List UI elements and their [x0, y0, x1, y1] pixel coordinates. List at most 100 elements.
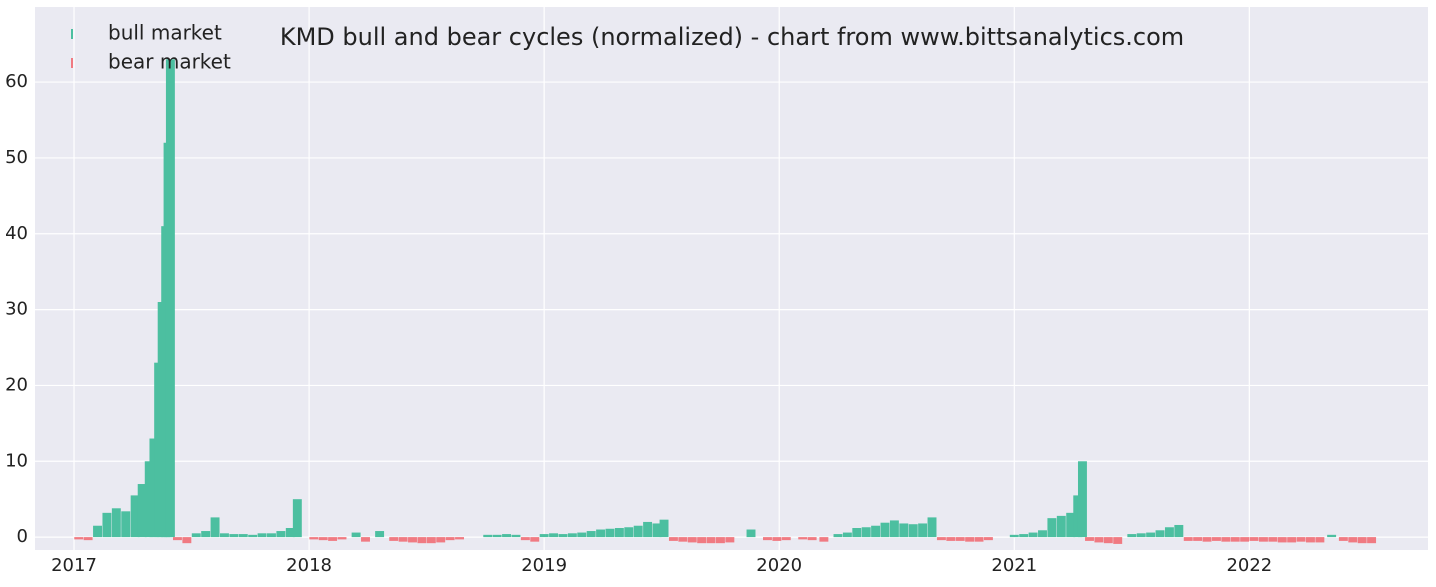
bar — [697, 537, 707, 544]
bar — [974, 537, 984, 542]
bar — [182, 537, 192, 544]
bar — [819, 537, 829, 542]
bar — [880, 522, 890, 538]
bar — [351, 532, 361, 538]
bar — [276, 531, 286, 538]
bar — [267, 533, 276, 538]
bar — [219, 533, 229, 538]
bar — [1193, 537, 1203, 541]
bar — [842, 532, 852, 538]
bar — [389, 537, 399, 541]
bar — [1327, 534, 1337, 538]
bar — [586, 531, 596, 538]
bar — [807, 537, 817, 541]
bar — [238, 534, 248, 538]
bar — [746, 529, 756, 538]
bar — [93, 525, 102, 538]
bar — [1146, 532, 1156, 538]
bar — [1136, 533, 1146, 538]
bar — [1103, 537, 1113, 544]
bar — [520, 537, 530, 541]
bar — [1249, 537, 1259, 541]
x-tick-label: 2022 — [1226, 555, 1272, 576]
bar — [1240, 537, 1250, 542]
bar — [1077, 461, 1087, 538]
y-tick-label: 20 — [5, 374, 28, 395]
chart-title: KMD bull and bear cycles (normalized) - … — [280, 23, 1184, 51]
bar — [361, 537, 370, 542]
bar — [889, 520, 899, 538]
legend: bull market bear market — [71, 21, 231, 74]
bar — [149, 438, 159, 538]
bar — [927, 517, 937, 538]
y-tick-label: 0 — [17, 526, 28, 547]
bar — [577, 532, 587, 538]
bar — [130, 495, 140, 538]
bar — [983, 537, 993, 541]
bar — [511, 534, 521, 538]
bar — [1183, 537, 1193, 541]
bar — [633, 525, 643, 538]
x-tick-label: 2021 — [991, 555, 1037, 576]
bar — [426, 537, 436, 544]
bar — [248, 534, 258, 538]
bar — [408, 537, 417, 543]
bar — [1202, 537, 1212, 542]
bar — [74, 537, 84, 540]
bar — [398, 537, 408, 542]
bar — [549, 533, 559, 538]
x-tick-label: 2019 — [521, 555, 567, 576]
bar — [946, 537, 956, 541]
bar — [492, 534, 502, 538]
bar — [111, 508, 121, 538]
bar — [772, 537, 782, 541]
bar — [706, 537, 716, 544]
bar — [165, 59, 175, 538]
bar — [1338, 537, 1348, 541]
bar — [596, 529, 606, 538]
bar — [1268, 537, 1278, 542]
bar — [1094, 537, 1104, 543]
legend-label: bull market — [108, 21, 222, 45]
bar — [1348, 537, 1358, 543]
y-tick-label: 40 — [5, 223, 28, 244]
bar — [83, 537, 93, 541]
bar — [624, 527, 634, 538]
bar — [210, 517, 220, 538]
bar — [1367, 537, 1377, 544]
bar — [137, 484, 147, 538]
bar — [1028, 532, 1038, 538]
bar — [502, 534, 512, 538]
bar — [678, 537, 688, 542]
x-tick-label: 2018 — [286, 555, 332, 576]
bar — [1296, 537, 1306, 542]
bar — [643, 521, 653, 538]
bar — [530, 537, 540, 542]
bar — [1221, 537, 1231, 542]
bar — [1258, 537, 1268, 542]
bar — [1164, 527, 1174, 538]
bar — [614, 528, 624, 538]
bar — [965, 537, 975, 542]
bar — [1287, 537, 1297, 543]
bar — [417, 537, 427, 544]
x-tick-label: 2017 — [51, 555, 97, 576]
y-tick-label: 30 — [5, 299, 28, 320]
bar — [1056, 515, 1066, 538]
bar — [908, 524, 918, 538]
bar — [1113, 537, 1123, 544]
bar — [539, 534, 549, 538]
grid — [35, 7, 1428, 550]
bar — [191, 533, 201, 538]
y-tick-label: 10 — [5, 450, 28, 471]
bar — [936, 537, 946, 541]
bar — [871, 525, 881, 538]
bar — [687, 537, 697, 543]
bar — [455, 537, 464, 540]
plot-background — [35, 7, 1428, 550]
bar — [567, 533, 577, 538]
bar — [955, 537, 965, 541]
bar — [659, 519, 669, 538]
x-tick-label: 2020 — [756, 555, 802, 576]
